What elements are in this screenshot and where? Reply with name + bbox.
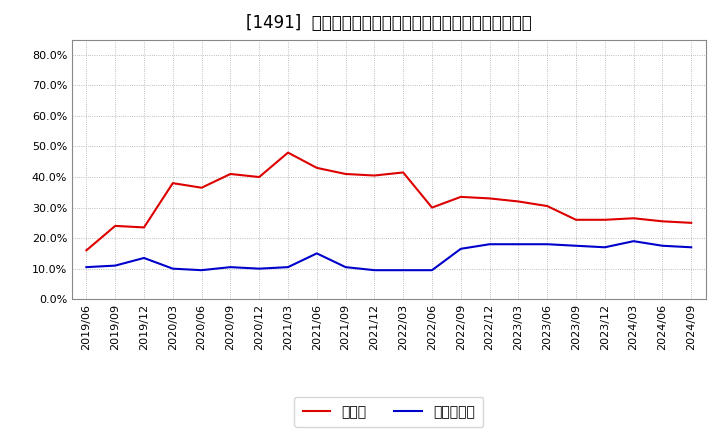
有利子負債 (687, 245, 696, 250)
有利子負債 (226, 264, 235, 270)
現頂金 (255, 174, 264, 180)
現頂金 (168, 180, 177, 186)
有利子負債 (543, 242, 552, 247)
現頂金 (658, 219, 667, 224)
現頂金 (140, 225, 148, 230)
有利子負債 (514, 242, 523, 247)
現頂金 (370, 173, 379, 178)
Title: [1491]  現頂金、有利子負債の総資産に対する比率の推移: [1491] 現頂金、有利子負債の総資産に対する比率の推移 (246, 15, 531, 33)
有利子負債 (428, 268, 436, 273)
現頂金 (312, 165, 321, 171)
現頂金 (428, 205, 436, 210)
有利子負債 (370, 268, 379, 273)
有利子負債 (255, 266, 264, 271)
現頂金 (226, 171, 235, 176)
有利子負債 (399, 268, 408, 273)
有利子負債 (82, 264, 91, 270)
有利子負債 (312, 251, 321, 256)
現頂金 (399, 170, 408, 175)
現頂金 (197, 185, 206, 191)
現頂金 (485, 196, 494, 201)
現頂金 (284, 150, 292, 155)
現頂金 (341, 171, 350, 176)
現頂金 (543, 203, 552, 209)
現頂金 (82, 248, 91, 253)
現頂金 (514, 199, 523, 204)
有利子負債 (629, 238, 638, 244)
有利子負債 (658, 243, 667, 249)
有利子負債 (341, 264, 350, 270)
有利子負債 (168, 266, 177, 271)
有利子負債 (485, 242, 494, 247)
有利子負債 (456, 246, 465, 251)
Legend: 現頂金, 有利子負債: 現頂金, 有利子負債 (294, 396, 483, 427)
有利子負債 (600, 245, 609, 250)
現頂金 (111, 223, 120, 228)
現頂金 (687, 220, 696, 225)
有利子負債 (140, 255, 148, 260)
有利子負債 (111, 263, 120, 268)
有利子負債 (284, 264, 292, 270)
現頂金 (456, 194, 465, 199)
有利子負債 (572, 243, 580, 249)
Line: 現頂金: 現頂金 (86, 153, 691, 250)
現頂金 (629, 216, 638, 221)
現頂金 (600, 217, 609, 223)
現頂金 (572, 217, 580, 223)
有利子負債 (197, 268, 206, 273)
Line: 有利子負債: 有利子負債 (86, 241, 691, 270)
